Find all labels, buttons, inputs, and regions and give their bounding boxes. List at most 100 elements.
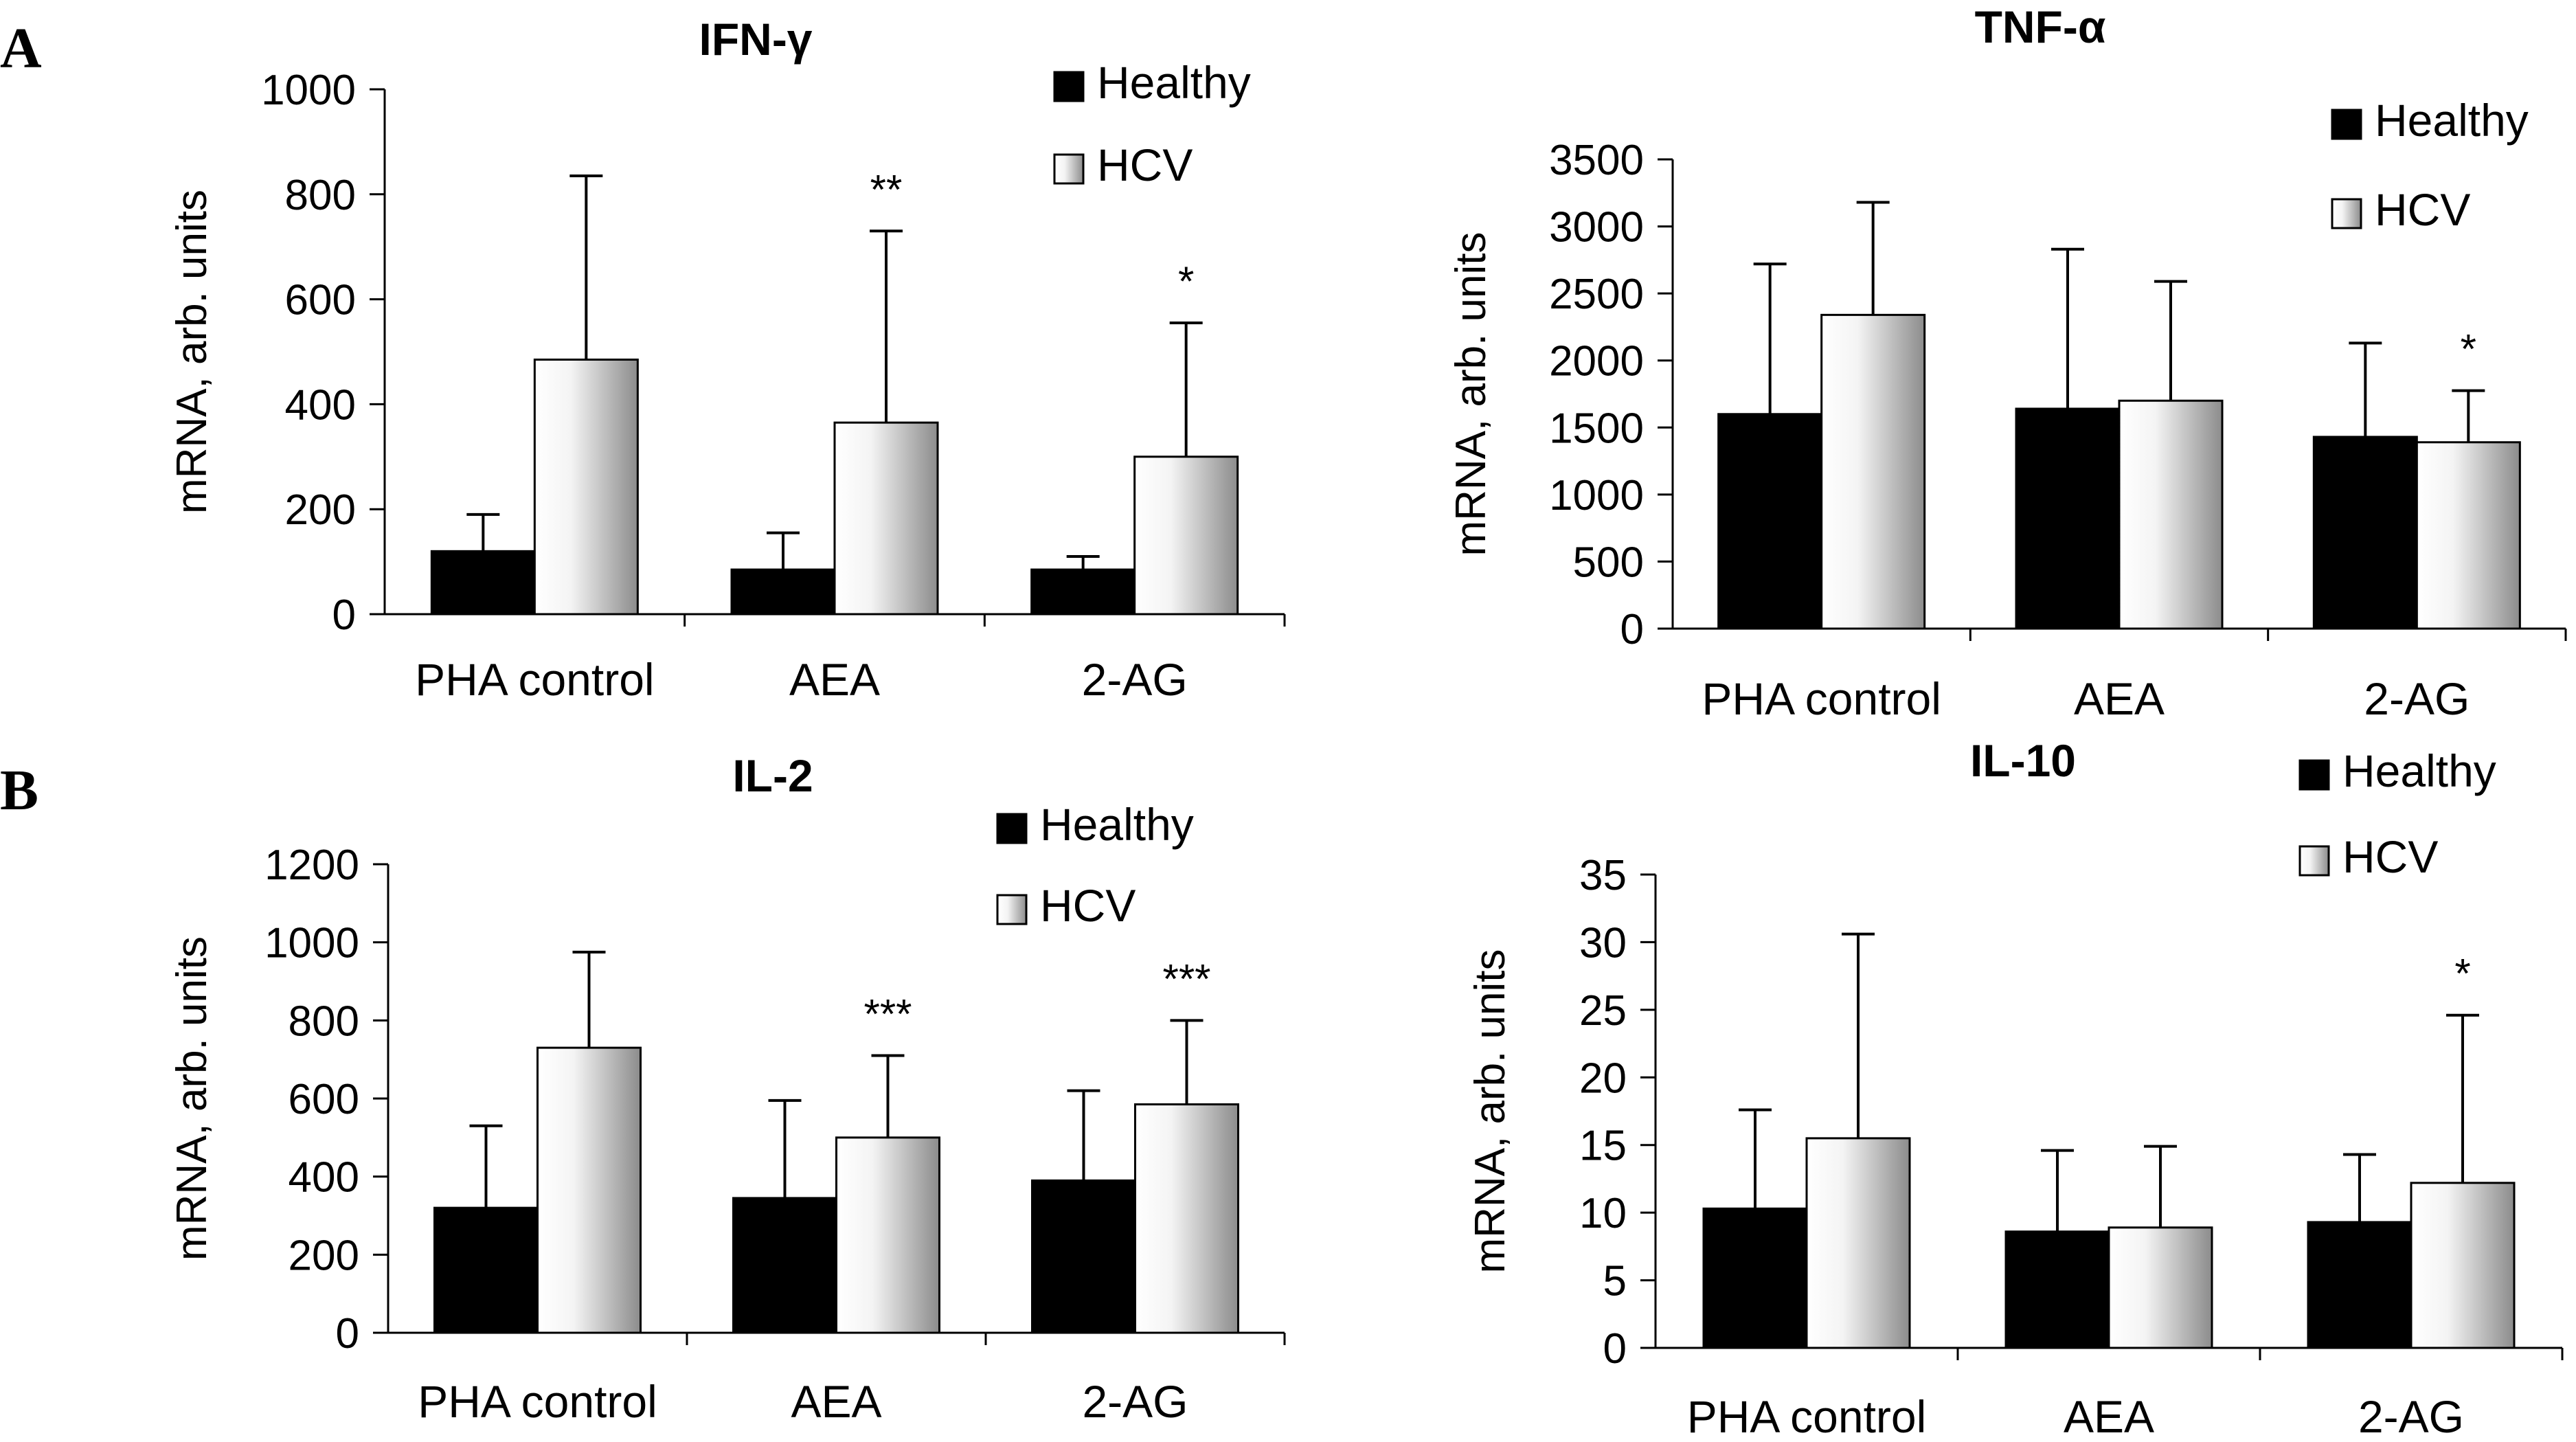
chart-title: IL-10 (1970, 735, 2076, 786)
y-tick-label: 1200 (264, 842, 359, 889)
y-tick-label: 35 (1579, 852, 1627, 899)
y-tick-label: 0 (1603, 1325, 1627, 1373)
legend-swatch-healthy (1053, 71, 1085, 102)
y-tick-label: 800 (289, 998, 359, 1045)
bar-healthy (2015, 407, 2121, 630)
y-tick-label: 25 (1579, 987, 1627, 1035)
bar-hcv (2118, 399, 2224, 630)
chart-il-2: IL-2 mRNA, arb. units 0 200 400 600 800 1000 120… (168, 750, 1286, 1427)
chart-title: IL-2 (732, 750, 813, 801)
bar-healthy (433, 1206, 539, 1334)
y-axis-label: mRNA, arb. units (1467, 949, 1514, 1273)
category-label: PHA control (418, 1376, 657, 1427)
category-label: AEA (789, 654, 880, 705)
category-label: PHA control (415, 654, 655, 705)
bar-hcv (533, 358, 639, 616)
bar-hcv (2108, 1226, 2213, 1349)
category-label: AEA (2074, 673, 2165, 724)
legend-label-healthy: Healthy (1097, 57, 1251, 108)
y-tick-label: 3500 (1549, 137, 1644, 184)
significance-marker: *** (1162, 956, 1210, 1002)
bar-healthy (730, 568, 836, 616)
significance-marker: * (2461, 326, 2476, 372)
chart-il-10: IL-10 mRNA, arb. units 0 5 10 15 20 25 30 35 PHA c… (1467, 735, 2564, 1442)
category-label: 2-AG (1082, 1376, 1188, 1427)
bar-hcv (1805, 1137, 1911, 1349)
y-tick-label: 1000 (1549, 472, 1644, 519)
significance-marker: *** (863, 991, 912, 1037)
category-label: 2-AG (2364, 673, 2470, 724)
y-tick-label: 3000 (1549, 204, 1644, 251)
bar-hcv (2410, 1182, 2516, 1349)
y-tick-label: 600 (285, 277, 356, 324)
bar-hcv (835, 1136, 940, 1334)
legend-swatch-hcv (996, 894, 1028, 925)
y-tick-label: 400 (285, 381, 356, 429)
bar-healthy (732, 1197, 837, 1334)
bar-healthy (2307, 1221, 2413, 1349)
y-tick-label: 10 (1579, 1190, 1627, 1237)
y-tick-label: 0 (336, 1310, 359, 1357)
legend-swatch-hcv (1053, 153, 1085, 185)
category-label: PHA control (1687, 1391, 1927, 1442)
legend-swatch-hcv (2331, 198, 2362, 229)
bar-healthy (430, 550, 536, 616)
legend-swatch-hcv (2298, 845, 2330, 877)
y-tick-label: 200 (289, 1232, 359, 1279)
bar-healthy (1702, 1207, 1808, 1349)
y-tick-label: 600 (289, 1076, 359, 1123)
bar-hcv (1133, 455, 1239, 616)
y-tick-label: 2500 (1549, 271, 1644, 318)
bar-healthy (2004, 1230, 2110, 1349)
y-axis-label: mRNA, arb. units (168, 936, 216, 1261)
category-label: AEA (791, 1376, 881, 1427)
bar-healthy (1031, 1179, 1136, 1334)
y-tick-label: 2000 (1549, 338, 1644, 385)
category-label: AEA (2064, 1391, 2154, 1442)
significance-marker: * (2454, 951, 2470, 997)
legend-label-hcv: HCV (1040, 880, 1136, 931)
chart-title: IFN-γ (699, 14, 813, 65)
bar-hcv (536, 1046, 642, 1334)
bar-hcv (833, 421, 939, 616)
panel-label-b: B (0, 758, 38, 822)
bar-healthy (1717, 413, 1823, 630)
chart-tnf-alpha: TNF-α mRNA, arb. units 0 500 1000 1500 2000 250… (1447, 1, 2567, 724)
y-tick-label: 500 (1573, 539, 1644, 586)
category-label: 2-AG (1082, 654, 1188, 705)
y-tick-label: 1000 (264, 920, 359, 967)
y-tick-label: 0 (332, 592, 356, 639)
legend-swatch-healthy (996, 813, 1028, 844)
significance-marker: * (1178, 258, 1194, 304)
legend-label-hcv: HCV (1097, 139, 1193, 190)
bar-healthy (1030, 568, 1136, 616)
legend-label-hcv: HCV (2342, 831, 2438, 882)
y-axis-label: mRNA, arb. units (168, 190, 216, 514)
y-tick-label: 200 (285, 486, 356, 534)
y-tick-label: 1500 (1549, 405, 1644, 452)
y-tick-label: 30 (1579, 919, 1627, 967)
y-axis-label: mRNA, arb. units (1447, 232, 1495, 556)
legend-label-healthy: Healthy (1040, 799, 1194, 850)
chart-ifn-gamma: IFN-γ mRNA, arb. units 0 200 400 600 800 1000 PH… (168, 14, 1286, 705)
bar-hcv (1134, 1103, 1239, 1334)
category-label: PHA control (1702, 673, 1941, 724)
significance-marker: ** (870, 166, 903, 212)
y-tick-label: 0 (1620, 606, 1644, 653)
bar-hcv (2415, 441, 2521, 630)
legend-label-healthy: Healthy (2342, 745, 2496, 796)
legend-label-healthy: Healthy (2375, 95, 2529, 146)
y-tick-label: 15 (1579, 1123, 1627, 1170)
y-tick-label: 1000 (261, 67, 356, 114)
legend-swatch-healthy (2298, 759, 2330, 791)
y-tick-label: 20 (1579, 1055, 1627, 1102)
bar-hcv (1820, 313, 1926, 630)
panel-label-a: A (0, 16, 42, 80)
y-tick-label: 800 (285, 172, 356, 219)
chart-title: TNF-α (1975, 1, 2106, 52)
y-tick-label: 400 (289, 1154, 359, 1202)
bar-healthy (2312, 436, 2418, 630)
legend-label-hcv: HCV (2375, 184, 2470, 235)
legend-swatch-healthy (2331, 109, 2362, 140)
